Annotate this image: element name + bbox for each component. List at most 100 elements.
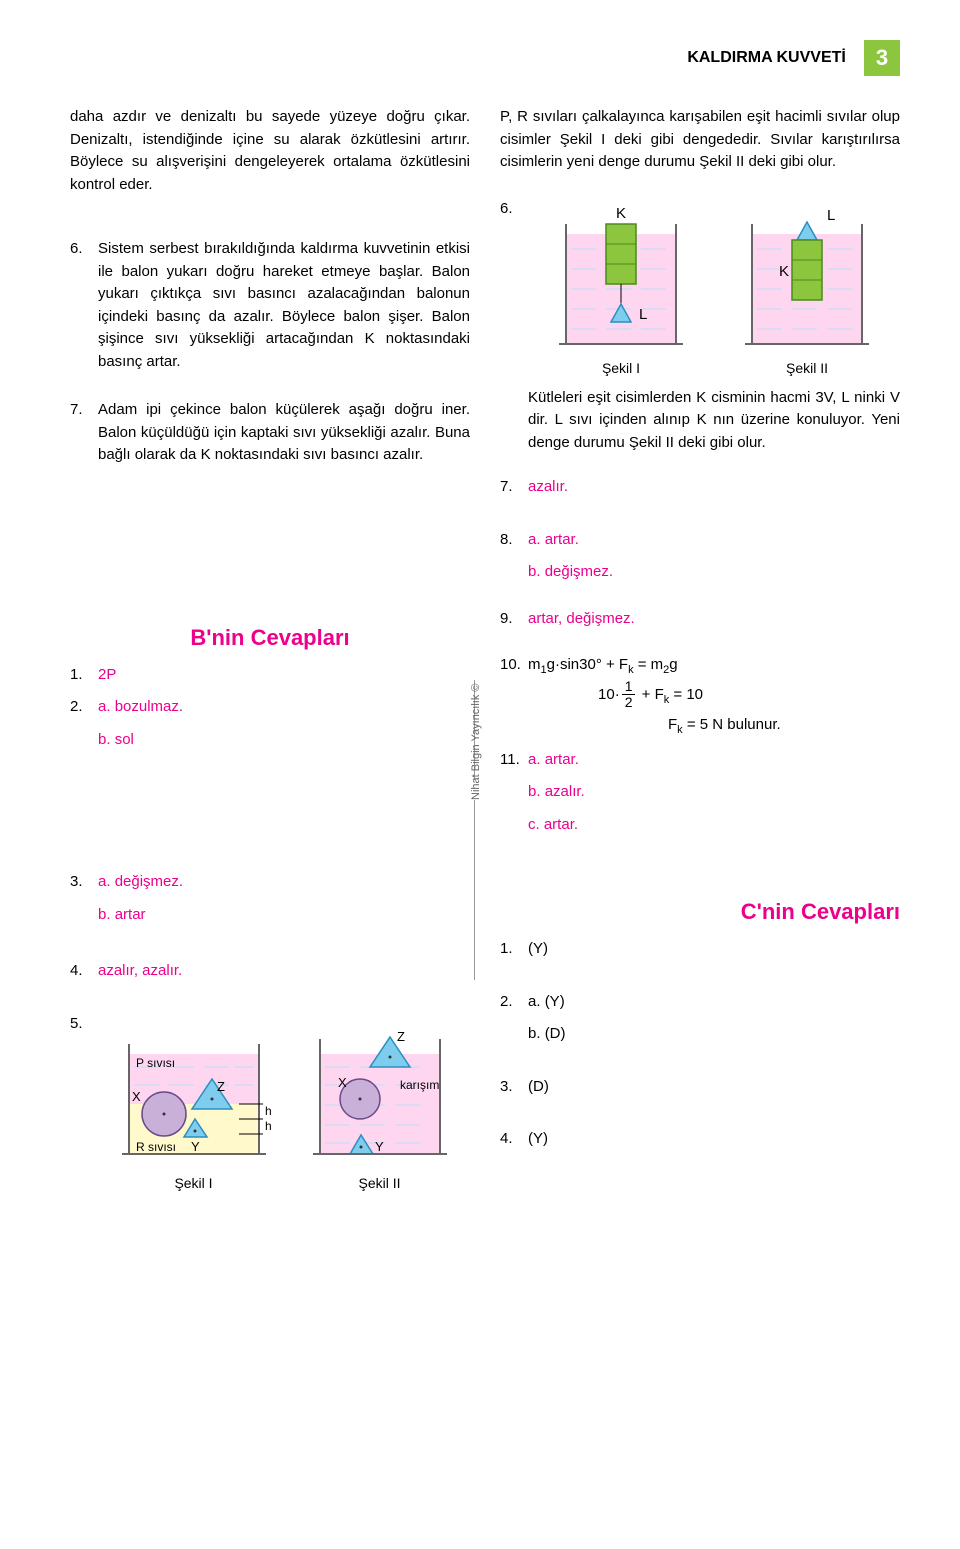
- b3a-text: değişmez.: [115, 873, 183, 890]
- page-number-badge: 3: [864, 40, 900, 76]
- answer-b3a: 3. a. değişmez.: [70, 871, 470, 894]
- c2b-label: b.: [528, 1025, 541, 1042]
- c3-text: (D): [528, 1076, 900, 1099]
- answer-9: 9. artar, değişmez.: [500, 608, 900, 631]
- answer-8b: b. değişmez.: [500, 561, 900, 584]
- answer-c2b: b. (D): [500, 1023, 900, 1046]
- eq3-res: = 5 N bulunur.: [683, 716, 781, 733]
- answer-10: 10. m1g·sin30° + Fk = m2g 10·12 + Fk = 1…: [500, 654, 900, 739]
- fig5-caption-1: Şekil I: [114, 1173, 274, 1194]
- b3b-label: b.: [98, 906, 111, 923]
- a11c-text: artar.: [544, 816, 578, 833]
- lbl-X1: X: [132, 1089, 141, 1104]
- answer-11a: 11. a. artar.: [500, 749, 900, 772]
- lbl-K: K: [616, 205, 626, 222]
- lbl-Y2: Y: [375, 1139, 384, 1154]
- a7-text: azalır.: [528, 476, 900, 499]
- q7-number: 7.: [70, 399, 98, 467]
- answer-b2b: b. sol: [70, 729, 470, 752]
- eq2-eq10: = 10: [669, 685, 703, 702]
- b2a-text: bozulmaz.: [115, 698, 183, 715]
- fig6-caption-1: Şekil I: [551, 358, 691, 379]
- a9-number: 9.: [500, 608, 528, 631]
- c1-number: 1.: [500, 938, 528, 961]
- a8b-label: b.: [528, 563, 541, 580]
- figure-5-shape-1: P sıvısı R sıvısı X Y Z h h: [114, 1019, 274, 1169]
- q6r-desc: Kütleleri eşit cisimlerden K cisminin ha…: [528, 387, 900, 455]
- section-b-title: B'nin Cevapları: [70, 621, 470, 654]
- b1-text: 2P: [98, 664, 470, 687]
- eq1-m1: m: [528, 656, 541, 673]
- figure-6: K L Şekil I: [528, 204, 900, 379]
- answer-b3b: b. artar: [70, 904, 470, 927]
- b2-number: 2.: [70, 696, 98, 719]
- b3b-text: artar: [115, 906, 146, 923]
- figure-6-shape-2: L K: [737, 204, 877, 354]
- a11-number: 11.: [500, 749, 528, 772]
- section-c-title: C'nin Cevapları: [500, 895, 900, 928]
- answer-b4: 4. azalır, azalır.: [70, 960, 470, 983]
- c1-text: (Y): [528, 938, 900, 961]
- c4-text: (Y): [528, 1128, 900, 1151]
- b3a-label: a.: [98, 873, 111, 890]
- answer-c1: 1. (Y): [500, 938, 900, 961]
- b2b-label: b.: [98, 731, 111, 748]
- a11c-label: c.: [528, 816, 540, 833]
- answer-11b: b. azalır.: [500, 781, 900, 804]
- a7-number: 7.: [500, 476, 528, 499]
- answer-c3: 3. (D): [500, 1076, 900, 1099]
- eq1-eqm: = m: [634, 656, 664, 673]
- eq1-mid: g·sin30° + F: [547, 656, 628, 673]
- b5-number: 5.: [70, 1013, 98, 1200]
- a8a-text: artar.: [545, 531, 579, 548]
- lbl-Z2: Z: [397, 1029, 405, 1044]
- lbl-karisim: karışım: [400, 1078, 439, 1092]
- b4-number: 4.: [70, 960, 98, 983]
- lbl-h2: h: [265, 1119, 272, 1133]
- lbl-X2: X: [338, 1075, 347, 1090]
- b3-number: 3.: [70, 871, 98, 894]
- answer-c4: 4. (Y): [500, 1128, 900, 1151]
- fig5-caption-2: Şekil II: [305, 1173, 455, 1194]
- a11b-text: azalır.: [545, 783, 585, 800]
- eq2-dot: ·: [615, 685, 620, 702]
- left-top-paragraph: daha azdır ve denizaltı bu sayede yüzeye…: [70, 106, 470, 196]
- fig6-caption-2: Şekil II: [737, 358, 877, 379]
- answer-11c: c. artar.: [500, 814, 900, 837]
- answer-b1: 1. 2P: [70, 664, 470, 687]
- c2a-text: (Y): [545, 993, 565, 1010]
- a10-body: m1g·sin30° + Fk = m2g 10·12 + Fk = 10 Fk…: [528, 654, 900, 739]
- c2a-label: a.: [528, 993, 541, 1010]
- question-6-left: 6. Sistem serbest bırakıldığında kaldırm…: [70, 238, 470, 373]
- question-7-left: 7. Adam ipi çekince balon küçülerek aşağ…: [70, 399, 470, 467]
- b2b-text: sol: [115, 731, 134, 748]
- figure-5-shape-2: X Y Z karışım: [305, 1019, 455, 1169]
- lbl-h1: h: [265, 1104, 272, 1118]
- lbl-r-sivisi: R sıvısı: [136, 1140, 176, 1154]
- answer-8a: 8. a. artar.: [500, 529, 900, 552]
- a11b-label: b.: [528, 783, 541, 800]
- a11a-label: a.: [528, 751, 541, 768]
- lbl-p-sivisi: P sıvısı: [136, 1056, 175, 1070]
- c2-number: 2.: [500, 991, 528, 1014]
- c3-number: 3.: [500, 1076, 528, 1099]
- b1-number: 1.: [70, 664, 98, 687]
- c2b-text: (D): [545, 1025, 566, 1042]
- a8-number: 8.: [500, 529, 528, 552]
- a11a-text: artar.: [545, 751, 579, 768]
- q6r-number: 6.: [500, 198, 528, 467]
- lbl-Y1: Y: [191, 1139, 200, 1154]
- eq2-ten: 10: [598, 685, 615, 702]
- a9-text: artar, değişmez.: [528, 608, 900, 631]
- answer-7: 7. azalır.: [500, 476, 900, 499]
- q6-number: 6.: [70, 238, 98, 373]
- figure-6-shape-1: K L: [551, 204, 691, 354]
- a10-number: 10.: [500, 654, 528, 739]
- figure-5: P sıvısı R sıvısı X Y Z h h: [98, 1019, 470, 1194]
- page-header: KALDIRMA KUVVETİ 3: [70, 40, 900, 76]
- right-top-paragraph: P, R sıvıları çalkalayınca karışabilen e…: [500, 106, 900, 174]
- q6-text: Sistem serbest bırakıldığında kaldırma k…: [98, 238, 470, 373]
- question-b5: 5.: [70, 1013, 470, 1200]
- eq1-g: g: [669, 656, 677, 673]
- a8b-text: değişmez.: [545, 563, 613, 580]
